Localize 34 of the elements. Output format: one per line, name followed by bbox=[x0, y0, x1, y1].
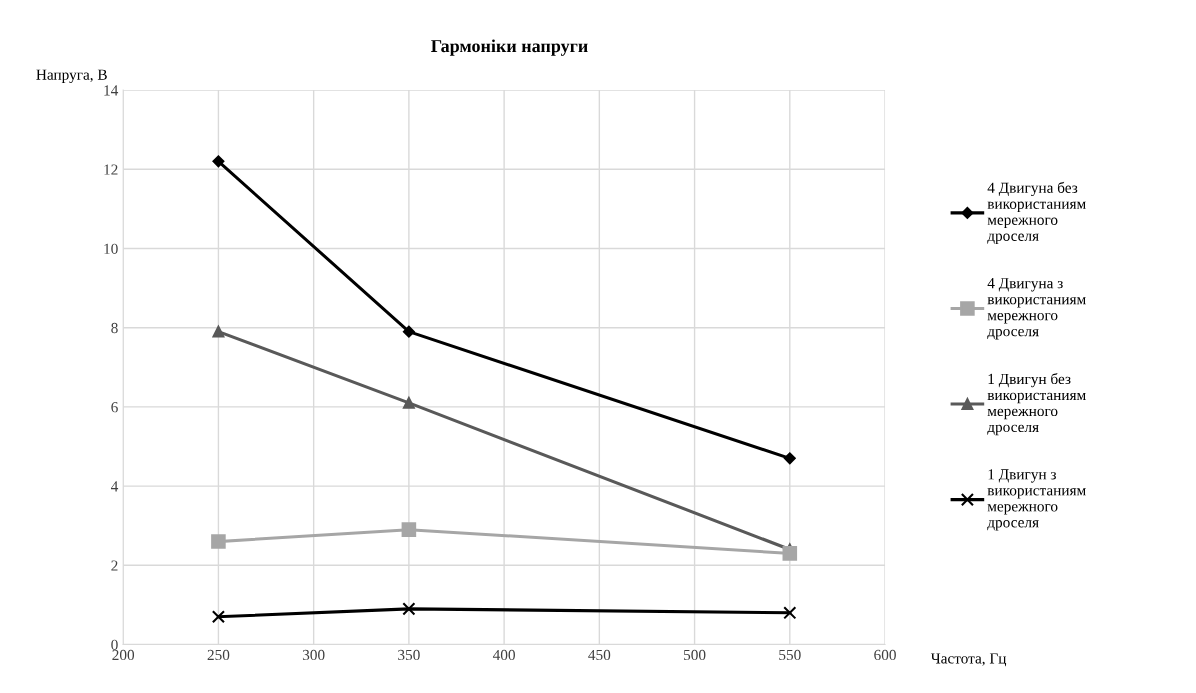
y-axis-title: Напруга, В bbox=[36, 69, 107, 83]
legend-label: 1 Двигун з використаниям мережного дроселя bbox=[987, 469, 1086, 531]
point bbox=[402, 602, 416, 616]
x-tick-label: 550 bbox=[779, 649, 801, 661]
point bbox=[783, 606, 797, 620]
legend-label: 1 Двигун без використаниям мережного дроселя bbox=[987, 373, 1086, 436]
legend-label: 4 Двигуна без використаниям мережного дроселя bbox=[987, 181, 1086, 244]
point bbox=[211, 534, 226, 549]
y-tick-label: 10 bbox=[104, 243, 118, 254]
x-axis-title: Частота, Гц bbox=[930, 653, 1007, 667]
legend-label: 4 Двигуна з використаниям мережного дроселя bbox=[987, 278, 1086, 340]
point bbox=[212, 325, 225, 338]
x-tick-label: 500 bbox=[684, 649, 706, 661]
point bbox=[783, 452, 796, 465]
point bbox=[401, 522, 417, 537]
y-tick-label: 4 bbox=[110, 481, 119, 492]
point bbox=[782, 546, 798, 561]
x-tick-label: 300 bbox=[302, 649, 325, 661]
x-tick-label: 450 bbox=[588, 649, 611, 661]
y-tick-label: 2 bbox=[111, 560, 118, 571]
x-tick-label: 600 bbox=[874, 649, 896, 661]
point bbox=[402, 325, 415, 338]
y-tick-label: 14 bbox=[104, 85, 119, 96]
y-tick-label: 6 bbox=[111, 402, 118, 413]
y-tick-label: 0 bbox=[111, 639, 118, 650]
x-tick-label: 400 bbox=[492, 649, 515, 661]
y-tick-label: 8 bbox=[111, 322, 118, 334]
x-tick-label: 250 bbox=[207, 649, 230, 661]
y-tick-label: 12 bbox=[104, 164, 118, 175]
x-tick-label: 200 bbox=[112, 649, 135, 661]
point bbox=[212, 155, 225, 168]
x-tick-label: 350 bbox=[398, 649, 420, 661]
point bbox=[211, 610, 226, 624]
chart-title: Гармоніки напруги bbox=[431, 39, 588, 56]
